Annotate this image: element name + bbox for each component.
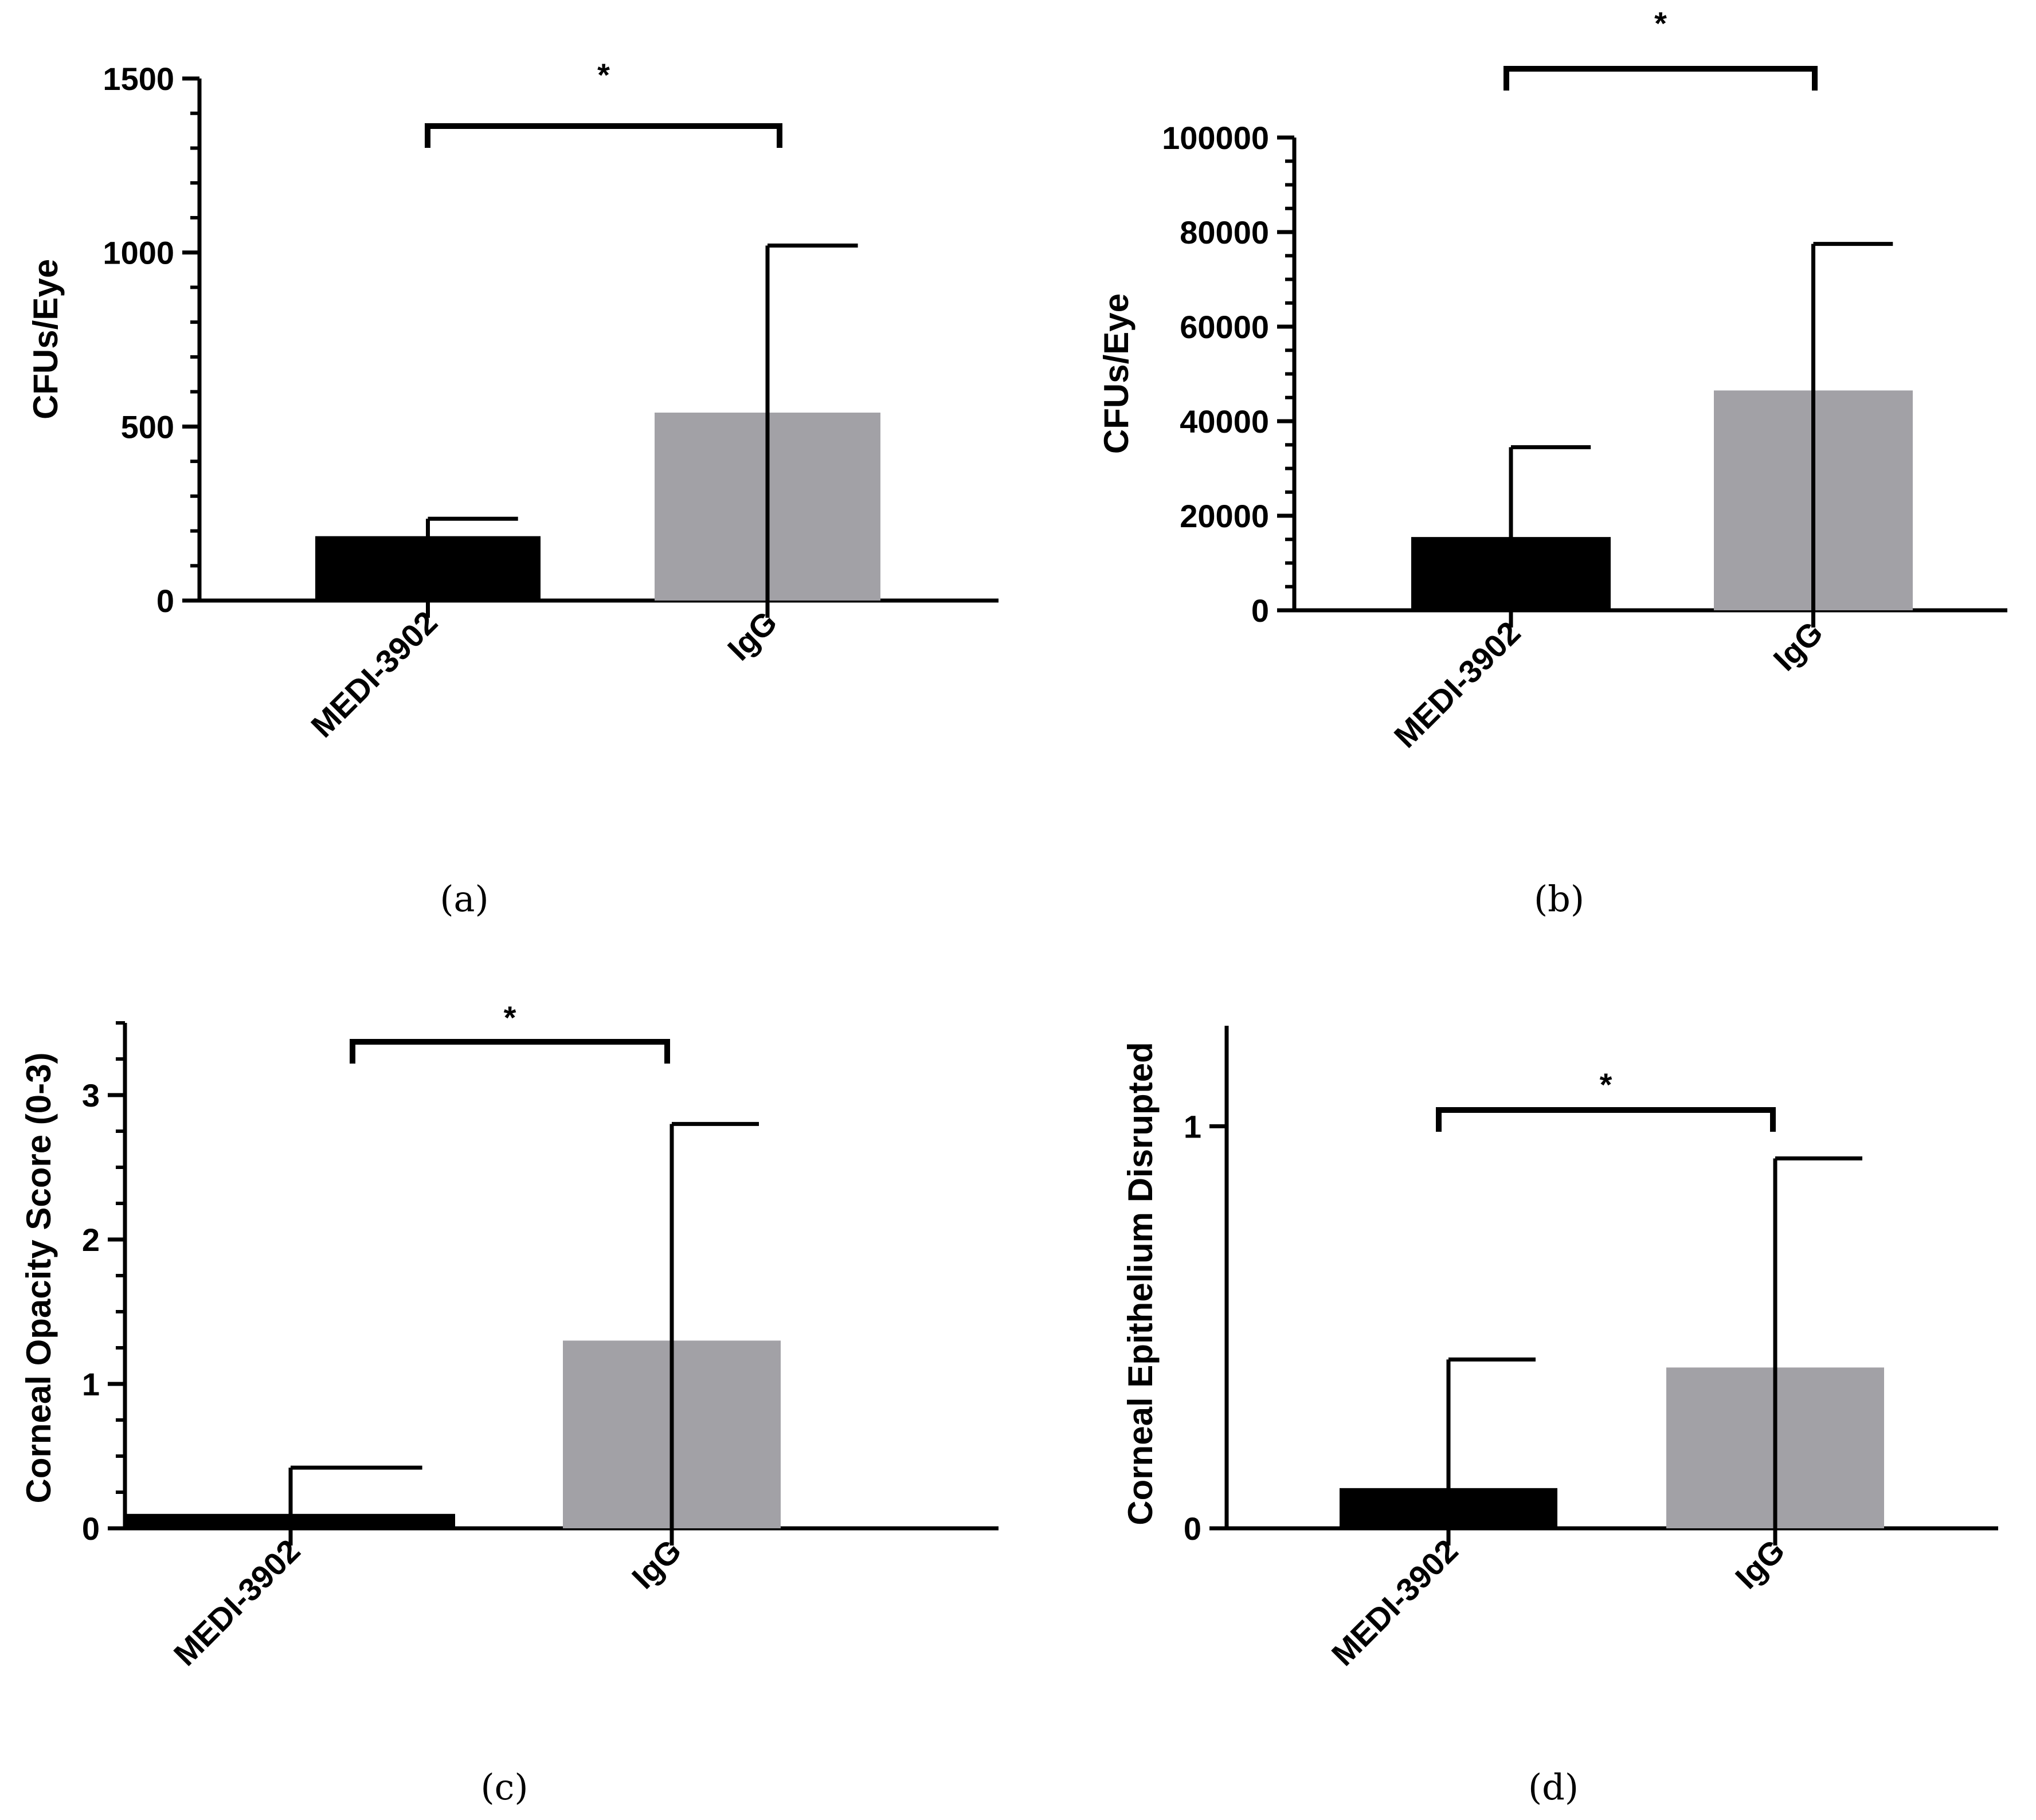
y-axis-title: CFUs/Eye [1097, 293, 1136, 454]
y-tick-label: 0 [1184, 1511, 1201, 1547]
panel-label: (b) [1534, 878, 1584, 920]
significance-bracket [1503, 66, 1818, 91]
x-tick-label-medi-3902: MEDI-3902 [1325, 1532, 1465, 1673]
significance-bracket [1436, 1107, 1776, 1132]
x-tick-label-igg: IgG [1766, 614, 1830, 678]
significance-bracket [350, 1039, 670, 1064]
y-tick-label: 1 [82, 1366, 100, 1402]
y-tick-label: 1 [1184, 1108, 1201, 1144]
x-tick-label-medi-3902: MEDI-3902 [304, 604, 444, 744]
significance-star: * [1654, 5, 1667, 41]
y-tick-label: 3 [82, 1077, 100, 1113]
y-tick-label: 60000 [1180, 309, 1269, 345]
panel-label: (c) [480, 1766, 528, 1808]
x-tick-label-igg: IgG [1728, 1532, 1792, 1596]
significance-bracket [425, 123, 782, 148]
x-tick-label-medi-3902: MEDI-3902 [167, 1532, 307, 1673]
y-tick-label: 2 [82, 1222, 100, 1258]
chart-panel-d: 0 1 Corneal Epithelium Disrupted MEDI-3902 I… [1121, 1026, 1998, 1808]
y-tick-label: 1000 [103, 235, 174, 271]
y-axis-title: Corneal Opacity Score (0-3) [19, 1053, 58, 1504]
y-axis-title: CFUs/Eye [26, 259, 65, 419]
x-tick-label-igg: IgG [625, 1532, 688, 1596]
y-tick-label: 0 [82, 1511, 100, 1547]
panel-label: (d) [1528, 1766, 1579, 1808]
significance-star: * [504, 999, 516, 1035]
x-tick-label-medi-3902: MEDI-3902 [1387, 614, 1528, 755]
x-tick-label-igg: IgG [721, 604, 784, 668]
significance-star: * [597, 57, 610, 93]
significance-star: * [1600, 1066, 1612, 1103]
y-tick-label: 500 [121, 409, 174, 445]
y-tick-label: 1500 [103, 61, 174, 97]
y-tick-label: 0 [1251, 593, 1269, 629]
chart-panel-b: 0 20000 40000 60000 80000 100000 CFUs/Eye MEDI-… [1097, 5, 2007, 920]
panel-label: (a) [440, 878, 488, 920]
chart-panel-a: 0 500 1000 1500 CFUs/Eye MEDI-3902 IgG * (a) [26, 57, 999, 920]
y-tick-label: 80000 [1180, 214, 1269, 250]
y-tick-label: 40000 [1180, 403, 1269, 440]
y-tick-label: 20000 [1180, 498, 1269, 534]
y-axis-title: Corneal Epithelium Disrupted [1121, 1042, 1160, 1525]
y-tick-label: 0 [156, 583, 174, 619]
chart-panel-c: 0 1 2 3 Corneal Opacity Score (0-3) MEDI-3902… [19, 999, 999, 1808]
y-tick-label: 100000 [1162, 120, 1269, 156]
